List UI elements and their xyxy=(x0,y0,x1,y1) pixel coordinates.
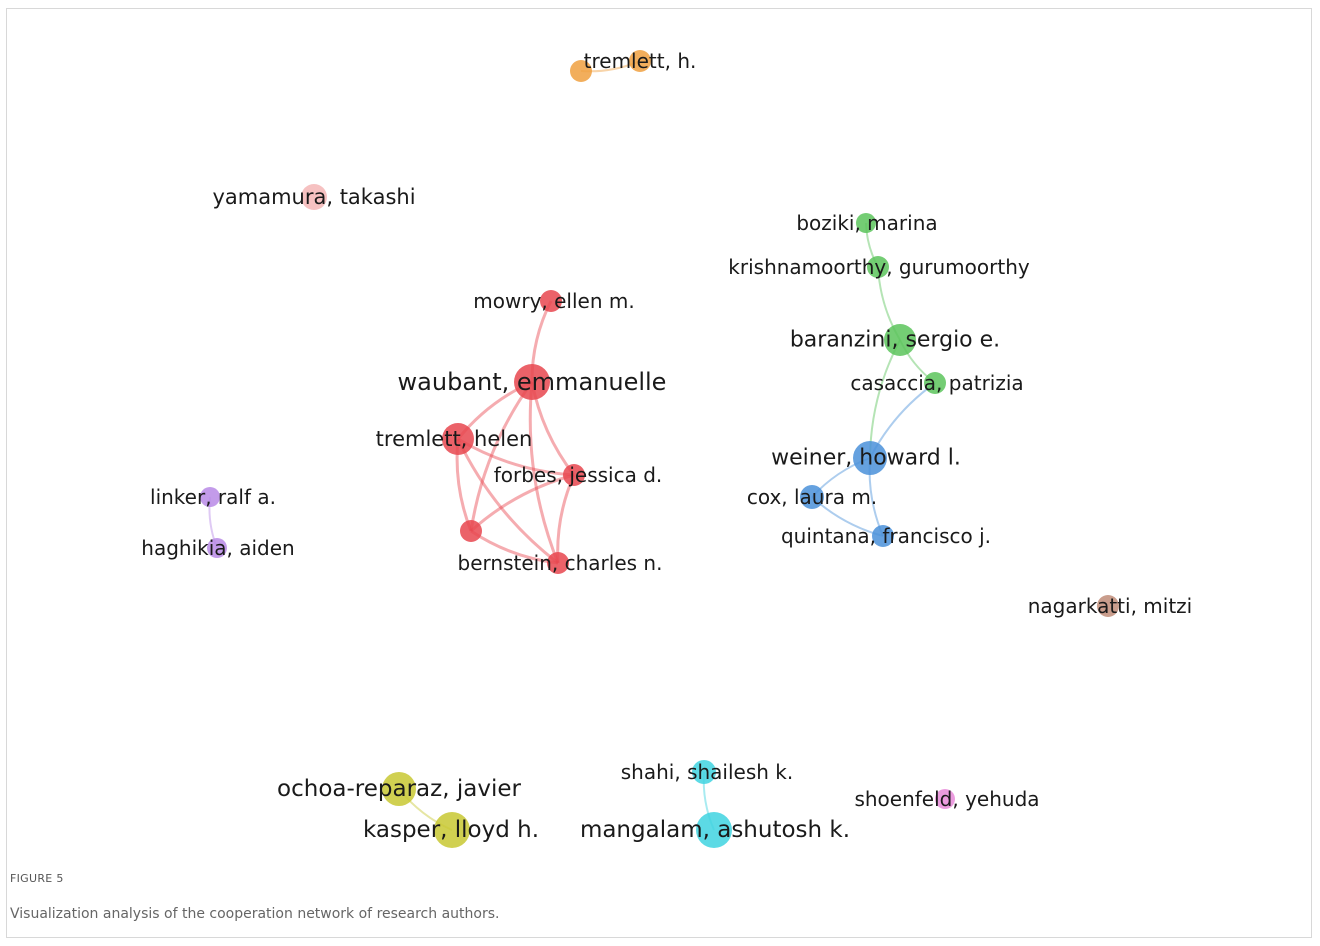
node-baranzini[interactable] xyxy=(884,324,916,356)
node-label-baranzini: baranzini, sergio e. xyxy=(790,328,1000,353)
link-waubant-bernstein xyxy=(528,381,560,564)
node-label-mangalam: mangalam, ashutosh k. xyxy=(580,817,850,843)
node-tremlett-helen[interactable] xyxy=(442,423,474,455)
node-label-ochoa: ochoa-reparaz, javier xyxy=(277,776,521,802)
node-waubant[interactable] xyxy=(514,364,550,400)
link-waubant-red-unlabeled xyxy=(469,381,534,532)
node-mangalam[interactable] xyxy=(696,812,732,848)
node-yamamura[interactable] xyxy=(301,184,327,210)
node-label-forbes: forbes, jessica d. xyxy=(494,463,663,487)
node-label-weiner: weiner, howard l. xyxy=(771,446,961,471)
link-tremlett-helen-bernstein xyxy=(456,438,559,565)
node-weiner[interactable] xyxy=(853,441,887,475)
node-label-bernstein: bernstein, charles n. xyxy=(458,551,663,575)
link-forbes-bernstein xyxy=(556,474,576,564)
node-cox[interactable] xyxy=(800,485,824,509)
node-label-waubant: waubant, emmanuelle xyxy=(398,368,667,396)
link-forbes-red-unlabeled xyxy=(469,473,575,533)
node-label-linker: linker, ralf a. xyxy=(150,485,276,509)
figure-label: FIGURE 5 xyxy=(10,872,64,885)
node-label-tremlett-helen: tremlett, helen xyxy=(376,427,533,451)
node-label-shahi: shahi, shailesh k. xyxy=(621,760,793,784)
node-label-boziki: boziki, marina xyxy=(796,211,937,235)
labels-layer: tremlett, h. yamamura, takashi mowry, elle… xyxy=(141,49,1192,843)
node-label-casaccia: casaccia, patrizia xyxy=(850,371,1023,395)
node-shoenfeld[interactable] xyxy=(935,789,955,809)
node-label-shoenfeld: shoenfeld, yehuda xyxy=(854,787,1039,811)
node-label-cox: cox, laura m. xyxy=(747,485,877,509)
node-kasper[interactable] xyxy=(434,812,470,848)
node-haghikia[interactable] xyxy=(207,538,227,558)
node-label-mowry: mowry, ellen m. xyxy=(473,289,634,313)
node-krishnamoorthy[interactable] xyxy=(867,256,889,278)
node-casaccia[interactable] xyxy=(924,372,946,394)
node-bernstein[interactable] xyxy=(547,552,569,574)
node-tremlett-h-1[interactable] xyxy=(570,60,592,82)
node-label-tremlett-h-2: tremlett, h. xyxy=(584,49,697,73)
node-quintana[interactable] xyxy=(872,525,894,547)
node-label-nagarkatti: nagarkatti, mitzi xyxy=(1028,594,1192,618)
node-linker[interactable] xyxy=(200,487,220,507)
node-boziki[interactable] xyxy=(856,213,876,233)
node-shahi[interactable] xyxy=(692,760,716,784)
node-label-kasper: kasper, lloyd h. xyxy=(363,817,539,843)
figure-caption: Visualization analysis of the cooperatio… xyxy=(10,906,500,922)
nodes-layer xyxy=(200,50,1119,848)
node-red-unlabeled[interactable] xyxy=(460,520,482,542)
node-label-yamamura: yamamura, takashi xyxy=(212,185,415,209)
node-label-krishnamoorthy: krishnamoorthy, gurumoorthy xyxy=(728,255,1030,279)
figure-frame xyxy=(6,8,1312,938)
node-forbes[interactable] xyxy=(563,464,585,486)
node-ochoa[interactable] xyxy=(382,772,416,806)
node-label-haghikia: haghikia, aiden xyxy=(141,536,294,560)
link-baranzini-weiner xyxy=(869,339,901,459)
node-nagarkatti[interactable] xyxy=(1097,595,1119,617)
node-tremlett-h-2[interactable] xyxy=(629,50,651,72)
node-mowry[interactable] xyxy=(540,290,562,312)
node-label-quintana: quintana, francisco j. xyxy=(781,524,991,548)
